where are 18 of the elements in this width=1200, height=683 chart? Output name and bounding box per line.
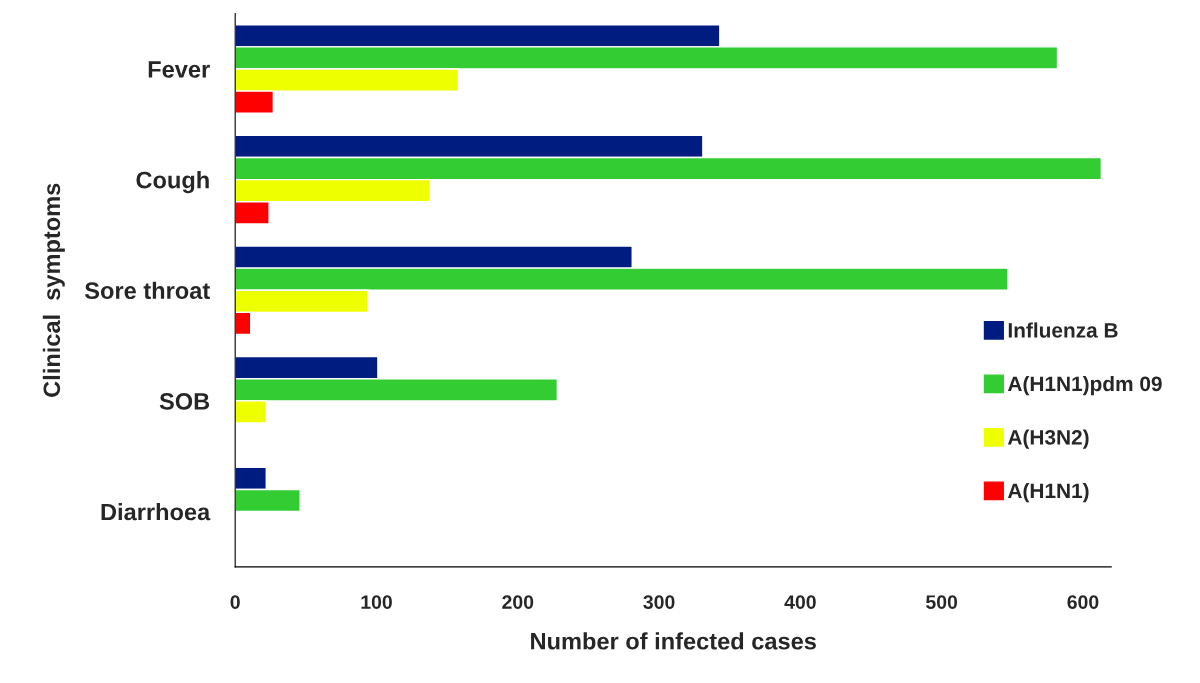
x-tick-label: 0 bbox=[230, 595, 240, 609]
y-tick-label: Cough bbox=[136, 171, 209, 194]
x-tick-label: 300 bbox=[643, 595, 675, 609]
y-axis-title: Clinical symptoms bbox=[42, 183, 65, 397]
y-tick-label: SOB bbox=[159, 392, 210, 410]
x-tick-label: 400 bbox=[784, 595, 816, 609]
x-tick-label: 100 bbox=[361, 595, 392, 609]
legend-label: A(H1N1) bbox=[1007, 482, 1089, 503]
y-tick-label: Fever bbox=[148, 61, 210, 78]
legend-label: A(H1N1)pdm 09 bbox=[1007, 375, 1162, 396]
x-tick-label: 600 bbox=[1067, 595, 1099, 609]
x-tick-label: 200 bbox=[502, 595, 534, 609]
y-tick-label: Diarrhoea bbox=[101, 503, 211, 521]
legend-label: Influenza B bbox=[1008, 322, 1118, 338]
x-axis-title: Number of infected cases bbox=[531, 632, 816, 650]
x-tick-label: 500 bbox=[926, 595, 958, 609]
legend-label: A(H3N2) bbox=[1007, 429, 1089, 449]
y-tick-label: Sore throat bbox=[84, 281, 210, 300]
